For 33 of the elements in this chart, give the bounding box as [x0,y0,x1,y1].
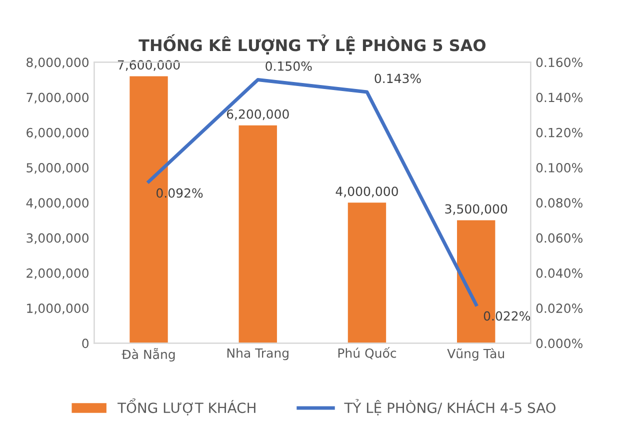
legend-label: TỶ LỆ PHÒNG/ KHÁCH 4-5 SAO [344,398,556,416]
y-tick-label: 5,000,000 [26,163,89,174]
y-tick-label: 0 [82,338,89,348]
y2-tick-label: 0.020% [536,304,582,314]
chart-title: THỐNG KÊ LƯỢNG TỶ LỆ PHÒNG 5 SAO [138,34,486,54]
y-tick-label: 2,000,000 [26,268,89,280]
data-label: 7,600,000 [118,60,180,71]
bar [238,125,277,344]
y2-tick-label: 0.120% [536,128,582,138]
data-label: 0.150% [266,61,312,71]
y2-tick-label: 0.100% [536,163,582,172]
bar [348,202,386,344]
y-tick-label: 6,000,000 [26,128,89,139]
x-tick-label: Đà Nẵng [122,348,175,362]
y2-tick-label: 0.000% [536,338,582,348]
y2-tick-label: 0.140% [536,92,582,102]
y2-tick-label: 0.080% [536,198,582,208]
legend-label: TỔNG LƯỢT KHÁCH [118,398,256,416]
y-tick-label: 4,000,000 [26,198,89,209]
x-tick-label: Vũng Tàu [447,348,504,361]
x-tick-label: Nha Trang [227,348,288,360]
y2-tick-label: 0.160% [536,58,582,68]
x-tick-label: Phú Quốc [338,347,396,360]
y2-tick-label: 0.060% [536,233,582,243]
y-tick-label: 3,000,000 [26,233,89,244]
data-label: 4,000,000 [336,186,398,198]
y2-tick-label: 0.040% [536,268,582,278]
data-label: 0.143% [374,74,421,84]
y-tick-label: 7,000,000 [26,92,89,104]
y-tick-label: 8,000,000 [26,58,89,68]
data-label: 3,500,000 [445,204,508,215]
data-label: 6,200,000 [226,109,289,120]
y-tick-label: 1,000,000 [27,304,89,314]
